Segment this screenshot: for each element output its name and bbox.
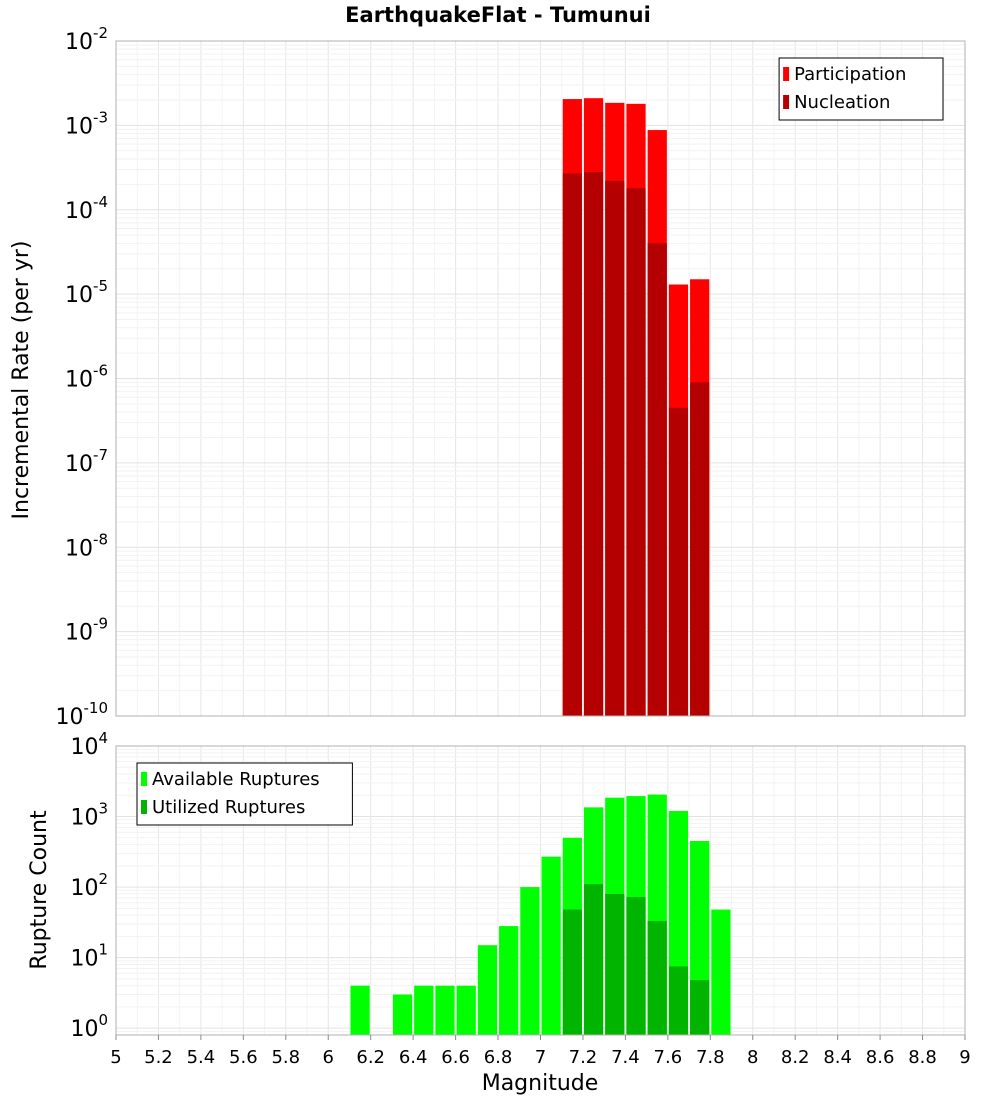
x-tick-label: 9	[959, 1047, 970, 1068]
top-panel: 10-2 10-3 10-4 10-5 10-6 10-7 10-8 10-9 10-10 Par…	[56, 24, 966, 730]
y-tick-label: 103	[70, 800, 108, 831]
x-tick-label: 5.6	[229, 1047, 258, 1068]
y-tick-label: 10-9	[65, 615, 108, 646]
bar-utilized-ruptures	[690, 980, 710, 1035]
x-tick-label: 7	[535, 1047, 546, 1068]
legend-box	[136, 762, 353, 826]
legend-label: Available Ruptures	[152, 769, 320, 790]
bar-nucleation	[626, 188, 646, 717]
legend-swatch	[141, 800, 147, 814]
x-tick-label: 5	[110, 1047, 121, 1068]
x-tick-label: 5.2	[144, 1047, 173, 1068]
bar-available-ruptures	[711, 909, 731, 1035]
y-tick-label: 10-7	[65, 446, 108, 477]
bar-utilized-ruptures	[562, 909, 582, 1035]
y-tick-label: 10-6	[65, 362, 108, 393]
legend-label: Participation	[794, 64, 906, 85]
x-tick-label: 6	[323, 1047, 334, 1068]
x-tick-label: 7.8	[696, 1047, 725, 1068]
legend-swatch	[141, 772, 147, 786]
y-tick-label: 10-3	[65, 108, 108, 139]
y-tick-label: 101	[70, 941, 108, 972]
x-tick-label: 8.2	[781, 1047, 810, 1068]
x-tick-label: 8.6	[866, 1047, 895, 1068]
y-tick-label: 104	[70, 729, 108, 760]
x-tick-label: 8.4	[823, 1047, 852, 1068]
x-axis-title: Magnitude	[482, 1071, 599, 1096]
x-tick-label: 5.4	[187, 1047, 216, 1068]
bar-available-ruptures	[541, 856, 561, 1035]
legend: Participation Nucleation	[778, 57, 944, 121]
y-tick-label: 100	[70, 1011, 108, 1042]
bar-utilized-ruptures	[626, 897, 646, 1035]
x-tick-label: 7.2	[569, 1047, 598, 1068]
bar-utilized-ruptures	[647, 921, 667, 1035]
x-tick-label: 5.8	[271, 1047, 300, 1068]
y-tick-label: 102	[70, 870, 108, 901]
y-tick-label: 10-5	[65, 277, 108, 308]
bar-nucleation	[690, 382, 710, 716]
bar-available-ruptures	[350, 985, 370, 1035]
x-tick-label: 8.8	[908, 1047, 937, 1068]
legend-swatch	[783, 67, 790, 81]
legend-label: Utilized Ruptures	[152, 797, 305, 818]
x-tick-label: 7.4	[611, 1047, 640, 1068]
y-tick-label: 10-4	[65, 193, 108, 224]
bar-nucleation	[583, 172, 604, 716]
legend: Available Ruptures Utilized Ruptures	[136, 762, 353, 826]
y-axis-title-bottom: Rupture Count	[27, 810, 52, 970]
bar-utilized-ruptures	[605, 893, 625, 1035]
bar-available-ruptures	[477, 945, 498, 1035]
x-tick-label: 6.2	[356, 1047, 385, 1068]
y-tick-label: 10-10	[56, 699, 109, 730]
y-tick-label: 10-2	[65, 24, 108, 55]
legend-label: Nucleation	[794, 92, 890, 113]
legend-swatch	[783, 95, 790, 109]
bar-available-ruptures	[392, 994, 413, 1035]
plot-frame	[115, 40, 966, 717]
x-tick-label: 8	[747, 1047, 758, 1068]
bar-available-ruptures	[520, 887, 540, 1035]
y-tick-label: 10-8	[65, 530, 108, 561]
chart-title: EarthquakeFlat - Tumunui	[345, 3, 651, 27]
bar-nucleation	[605, 180, 625, 716]
bar-utilized-ruptures	[583, 884, 604, 1035]
x-tick-label: 7.6	[654, 1047, 683, 1068]
legend-box	[778, 57, 944, 121]
y-axis-title-top: Incremental Rate (per yr)	[9, 241, 34, 520]
bar-available-ruptures	[414, 985, 434, 1035]
bar-available-ruptures	[435, 985, 455, 1035]
x-tick-label: 6.6	[441, 1047, 470, 1068]
bar-nucleation	[668, 407, 689, 716]
bar-available-ruptures	[499, 926, 519, 1035]
x-tick-label: 6.8	[484, 1047, 513, 1068]
bar-nucleation	[647, 243, 667, 717]
x-tick-label: 6.4	[399, 1047, 428, 1068]
bar-utilized-ruptures	[668, 966, 689, 1035]
bar-nucleation	[562, 173, 582, 716]
bar-available-ruptures	[456, 985, 476, 1035]
